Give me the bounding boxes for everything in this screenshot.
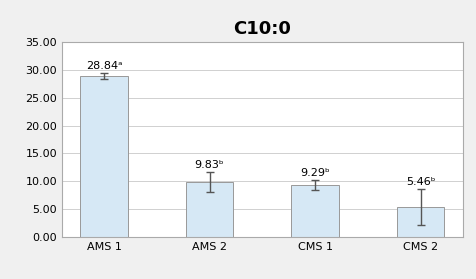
Bar	[396, 207, 444, 237]
Bar	[291, 185, 338, 237]
Text: 9.83ᵇ: 9.83ᵇ	[194, 160, 224, 170]
Bar	[80, 76, 128, 237]
Bar	[186, 182, 233, 237]
Text: 9.29ᵇ: 9.29ᵇ	[299, 168, 329, 178]
Text: 5.46ᵇ: 5.46ᵇ	[405, 177, 435, 187]
Title: C10:0: C10:0	[233, 20, 291, 37]
Text: 28.84ᵃ: 28.84ᵃ	[86, 61, 122, 71]
